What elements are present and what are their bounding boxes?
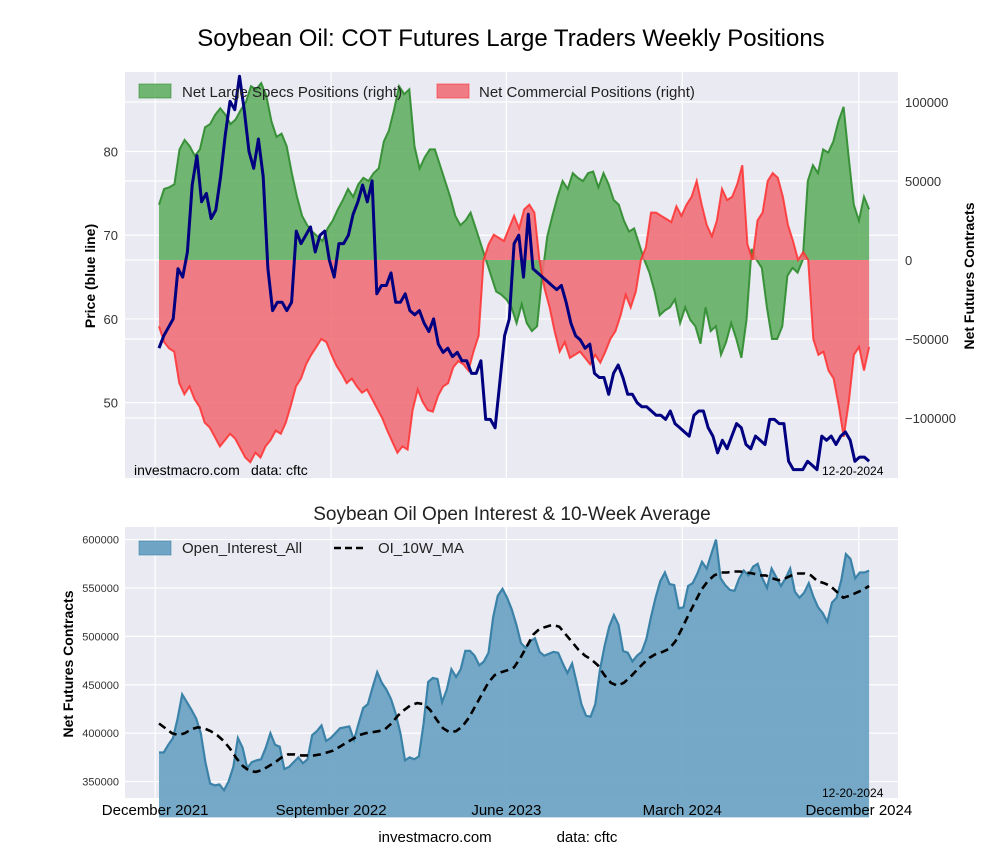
legend-label-ma: OI_10W_MA	[378, 540, 464, 557]
figure-title: Soybean Oil: COT Futures Large Traders W…	[197, 25, 824, 52]
oi-y-axis-label: Net Futures Contracts	[60, 590, 76, 737]
specs-area	[159, 83, 870, 358]
left-y-tick-label: 60	[104, 312, 118, 327]
footer-site: investmacro.com	[378, 829, 491, 846]
series-net-commercial	[158, 164, 871, 464]
oi-x-tick-label: December 2021	[102, 802, 209, 819]
oi-y-tick-label: 500000	[82, 631, 119, 643]
oi-x-tick-label: September 2022	[276, 802, 387, 819]
left-y-ticks: 50 60 70 80	[104, 145, 118, 411]
oi-y-tick-label: 400000	[82, 728, 119, 740]
cot-chart: 50 60 70 80 −100000 −50000 0 50000 100000 Price…	[82, 72, 977, 478]
open-interest-chart: Soybean Oil Open Interest & 10-Week Aver…	[60, 504, 912, 819]
legend-swatch-commercial	[436, 83, 470, 99]
commercial-area	[159, 165, 870, 463]
series-oi-10w-ma	[158, 570, 870, 774]
oi-chart-title: Soybean Oil Open Interest & 10-Week Aver…	[313, 504, 710, 525]
series-net-large-specs	[158, 81, 871, 359]
cot-date-stamp: 12-20-2024	[822, 464, 884, 478]
commercial-line	[158, 164, 871, 464]
oi-x-ticks: December 2021 September 2022 June 2023 Marc…	[102, 802, 912, 819]
right-y-ticks: −100000 −50000 0 50000 100000	[905, 95, 956, 426]
right-y-tick-label: 100000	[905, 95, 948, 110]
left-y-axis-label: Price (blue line)	[82, 224, 98, 328]
left-y-tick-label: 80	[104, 145, 118, 160]
oi-y-tick-label: 450000	[82, 680, 119, 692]
oi-y-tick-label: 600000	[82, 535, 119, 547]
specs-line	[158, 81, 871, 359]
oi-y-ticks: 350000 400000 450000 500000 550000 600000	[82, 535, 119, 789]
right-y-tick-label: 0	[905, 253, 912, 268]
right-y-tick-label: −50000	[905, 332, 949, 347]
left-y-tick-label: 70	[104, 228, 118, 243]
legend-label-commercial: Net Commercial Positions (right)	[479, 84, 695, 101]
oi-10w-ma-line	[158, 570, 870, 774]
oi-date-stamp: 12-20-2024	[822, 786, 884, 800]
oi-x-tick-label: June 2023	[471, 802, 541, 819]
oi-y-tick-label: 350000	[82, 777, 119, 789]
legend-swatch-specs	[138, 83, 172, 99]
right-y-tick-label: 50000	[905, 174, 941, 189]
series-price	[157, 74, 871, 472]
oi-legend: Open_Interest_All OI_10W_MA	[138, 540, 464, 557]
legend-label-open-interest: Open_Interest_All	[182, 540, 302, 557]
oi-x-tick-label: March 2024	[643, 802, 722, 819]
price-line	[157, 74, 871, 472]
right-y-tick-label: −100000	[905, 411, 956, 426]
oi-y-tick-label: 550000	[82, 583, 119, 595]
cot-legend: Net Large Specs Positions (right) Net Co…	[138, 83, 695, 101]
left-y-tick-label: 50	[104, 396, 118, 411]
open-interest-line	[159, 539, 870, 793]
cot-watermark-source: data: cftc	[251, 462, 308, 478]
oi-x-tick-label: December 2024	[805, 802, 912, 819]
legend-swatch-open-interest	[138, 540, 172, 556]
legend-label-specs: Net Large Specs Positions (right)	[182, 84, 402, 101]
cot-watermark: investmacro.com	[134, 462, 240, 478]
right-y-axis-label: Net Futures Contracts	[961, 202, 977, 349]
footer-source: data: cftc	[557, 829, 618, 846]
